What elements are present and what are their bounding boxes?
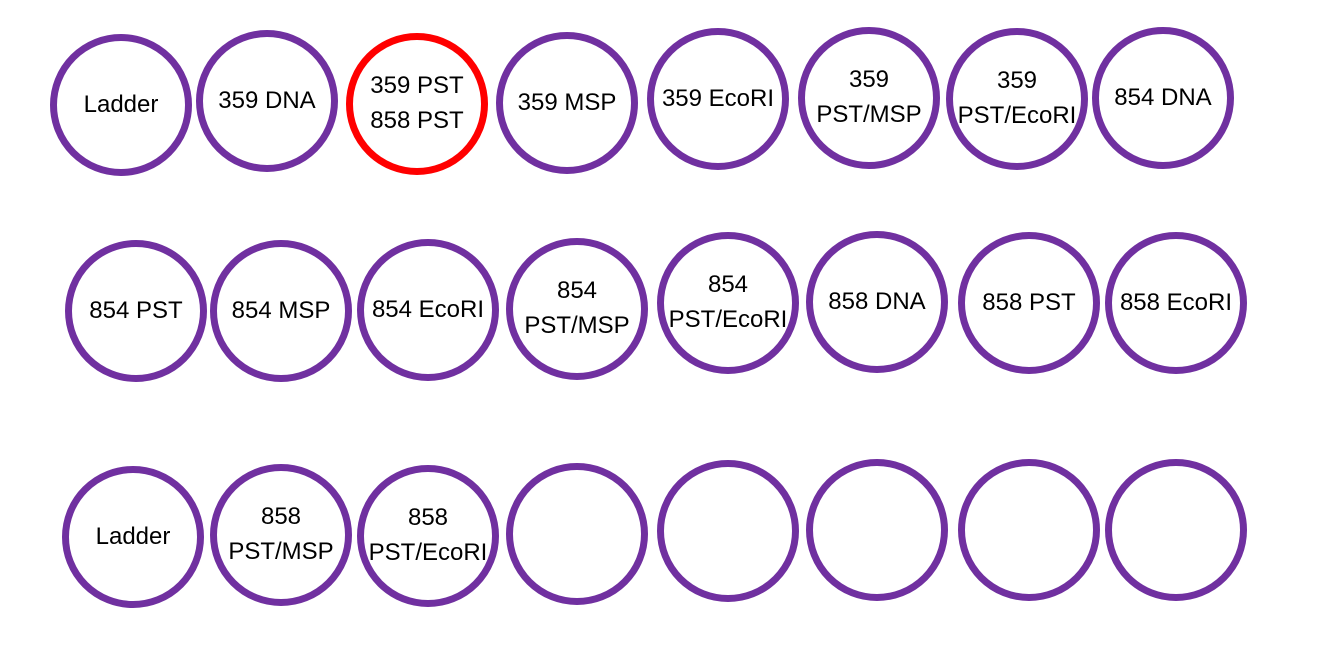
well-label: 854 EcoRI [371, 295, 485, 323]
well: 854 PST [65, 240, 207, 382]
well-label: 858 PST [982, 288, 1076, 316]
well-label: 854 PST/MSP [524, 277, 630, 339]
empty-well [806, 459, 948, 601]
empty-well [506, 463, 648, 605]
well: 854 PST/MSP [506, 238, 648, 380]
well: 858 PST [958, 232, 1100, 374]
well: 359 MSP [496, 32, 638, 174]
well: 858 DNA [806, 231, 948, 373]
well: 359 DNA [196, 30, 338, 172]
well: 359 EcoRI [647, 28, 789, 170]
well-label: Ladder [95, 522, 171, 550]
well-label: 359 PST/MSP [816, 66, 922, 128]
well-label: 858 DNA [828, 287, 926, 315]
well: 359 PST/EcoRI [946, 28, 1088, 170]
well: 854 MSP [210, 240, 352, 382]
well: 854 DNA [1092, 27, 1234, 169]
well-label: 359 EcoRI [661, 84, 775, 112]
well-label: 858 EcoRI [1119, 288, 1233, 316]
empty-well [657, 460, 799, 602]
well-label: 854 MSP [231, 296, 331, 324]
well-label: Ladder [83, 90, 159, 118]
well: 858 EcoRI [1105, 232, 1247, 374]
well-label: 858 PST/MSP [228, 503, 334, 565]
well-label: 854 DNA [1114, 83, 1212, 111]
well-label: 854 PST/EcoRI [668, 271, 788, 333]
well-label: 359 PST 858 PST [370, 72, 464, 134]
well: 858 PST/MSP [210, 464, 352, 606]
well-label: 854 PST [89, 296, 183, 324]
empty-well [958, 459, 1100, 601]
well: Ladder [62, 466, 204, 608]
well-label: 359 DNA [218, 86, 316, 114]
well: Ladder [50, 34, 192, 176]
well-label: 858 PST/EcoRI [368, 504, 488, 566]
well: 854 PST/EcoRI [657, 232, 799, 374]
well-label: 359 PST/EcoRI [957, 67, 1077, 129]
well: 854 EcoRI [357, 239, 499, 381]
well: 359 PST/MSP [798, 27, 940, 169]
well-label: 359 MSP [517, 88, 617, 116]
well: 858 PST/EcoRI [357, 465, 499, 607]
highlighted-well: 359 PST 858 PST [346, 33, 488, 175]
empty-well [1105, 459, 1247, 601]
